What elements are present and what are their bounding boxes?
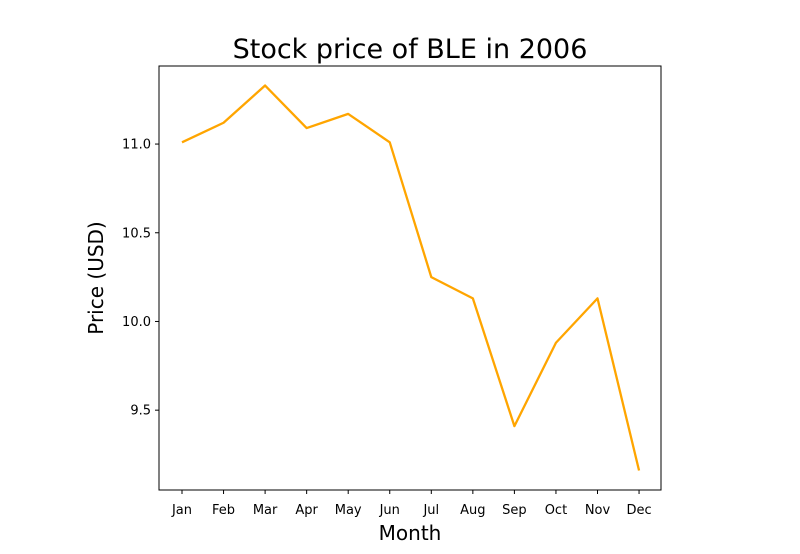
x-tick-label: Apr (295, 503, 318, 518)
x-tick-label: Oct (545, 503, 567, 518)
y-tick-label: 10.5 (122, 226, 151, 241)
x-tick-label: Nov (585, 503, 611, 518)
chart-title: Stock price of BLE in 2006 (233, 34, 588, 65)
series-line (182, 86, 639, 471)
x-tick-label: Aug (460, 503, 485, 518)
x-tick-label: May (335, 503, 362, 518)
plot-frame (159, 66, 661, 490)
y-tick-label: 10.0 (122, 315, 151, 330)
x-tick-label: Jun (379, 503, 400, 518)
plot-area: 9.5 10.0 10.5 11.0 Jan Feb Mar Apr May Jun Jul Aug S… (122, 66, 661, 518)
y-tick-label: 9.5 (130, 404, 151, 419)
x-tick-label: Sep (502, 503, 527, 518)
x-axis-label: Month (379, 521, 442, 545)
y-tick-label: 11.0 (122, 138, 151, 153)
x-tick-label: Jan (171, 503, 192, 518)
x-tick-label: Dec (626, 503, 651, 518)
y-axis-label: Price (USD) (84, 221, 108, 335)
x-tick-label: Mar (253, 503, 278, 518)
x-tick-label: Feb (212, 503, 235, 518)
x-tick-label: Jul (422, 503, 439, 518)
